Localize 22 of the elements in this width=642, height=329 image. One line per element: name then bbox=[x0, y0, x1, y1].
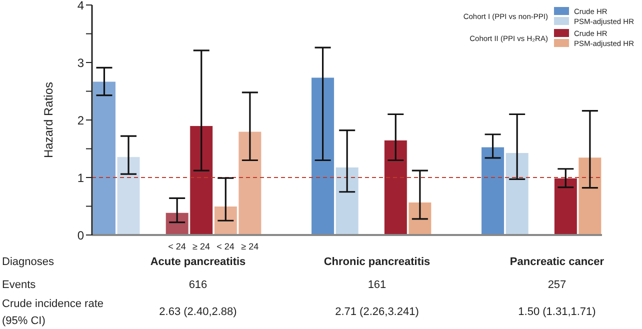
text: 161 bbox=[366, 278, 388, 293]
text: Diagnoses bbox=[2, 255, 55, 270]
x-tick-label: < 24 bbox=[216, 241, 234, 252]
y-tick-label: 4 bbox=[77, 0, 84, 12]
y-tick-label: 3 bbox=[77, 56, 84, 70]
text: Pancreatic cancer bbox=[508, 255, 606, 270]
y-tick-label: 2 bbox=[77, 113, 84, 128]
x-tick-label: < 24 bbox=[168, 241, 186, 252]
text: 616 bbox=[188, 278, 208, 293]
y-tick-label: 0 bbox=[77, 228, 84, 242]
text: 257 bbox=[546, 278, 568, 293]
text: Chronic pancreatitis bbox=[322, 255, 432, 270]
text: Acute pancreatitis bbox=[149, 255, 247, 270]
text: Crude incidence rate (95% CI) bbox=[2, 297, 105, 329]
y-tick-label: 1 bbox=[77, 170, 84, 185]
text: 1.50 (1.31,1.71) bbox=[517, 305, 597, 320]
text: 2.63 (2.40,2.88) bbox=[158, 305, 238, 320]
text: Events bbox=[2, 278, 37, 293]
y-axis-title: Hazard Ratios bbox=[41, 82, 56, 158]
text: 2.71 (2.26,3.241) bbox=[334, 305, 420, 320]
x-tick-label: ≥ 24 bbox=[241, 241, 259, 252]
x-tick-label: ≥ 24 bbox=[192, 241, 210, 252]
